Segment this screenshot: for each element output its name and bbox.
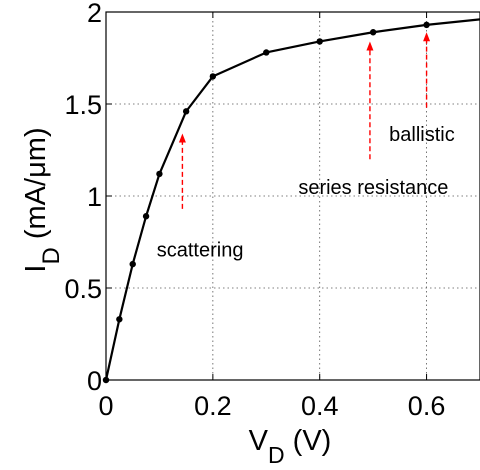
y-tick-label-0: 0 <box>87 366 102 396</box>
data-series <box>102 18 480 384</box>
x-axis-label-sub: D <box>268 442 285 468</box>
annotation-arrowhead-2 <box>423 32 431 42</box>
data-point-0-4 <box>156 170 163 178</box>
data-point-0-2 <box>129 260 136 268</box>
y-axis-label-sub: D <box>38 247 65 264</box>
data-point-0-1 <box>116 316 123 323</box>
annotation-label-2: ballistic <box>389 124 455 146</box>
y-tick-label-2: 1 <box>87 182 102 212</box>
data-point-0-9 <box>369 29 377 36</box>
axis-ticks: 0 0.2 0.4 0.6 0 0.5 1 1.5 2 <box>64 0 445 421</box>
y-tick-label-1: 0.5 <box>64 274 102 304</box>
y-tick-label-4: 2 <box>87 0 102 28</box>
annotation-label-0: scattering <box>157 240 244 262</box>
annotation-arrowhead-1 <box>366 41 374 51</box>
data-point-0-3 <box>142 213 150 220</box>
annotation-arrowhead-0 <box>178 133 186 143</box>
x-tick-label-2: 0.4 <box>301 391 339 421</box>
x-tick-label-1: 0.2 <box>194 391 232 421</box>
x-tick-label-0: 0 <box>98 391 113 421</box>
data-point-0-6 <box>209 73 217 80</box>
annotation-label-1: series resistance <box>298 177 448 199</box>
grid-lines <box>106 12 480 380</box>
x-axis-label: VD (V) <box>249 425 332 468</box>
data-point-0-7 <box>263 49 270 56</box>
data-point-0-8 <box>316 38 323 45</box>
annotations: scattering series resistance ballistic <box>157 32 455 262</box>
y-axis-label-unit: (mA/μm) <box>20 127 52 247</box>
data-point-0-10 <box>423 21 430 29</box>
y-tick-label-3: 1.5 <box>64 90 102 120</box>
data-point-0-5 <box>182 108 190 115</box>
series-line-0 <box>104 18 480 381</box>
y-axis-label-main: I <box>20 265 52 273</box>
x-axis-label-main: V <box>249 425 269 457</box>
x-axis-label-unit: (V) <box>285 425 332 457</box>
y-axis-label: ID (mA/μm) <box>20 127 65 272</box>
x-tick-label-3: 0.6 <box>408 391 446 421</box>
